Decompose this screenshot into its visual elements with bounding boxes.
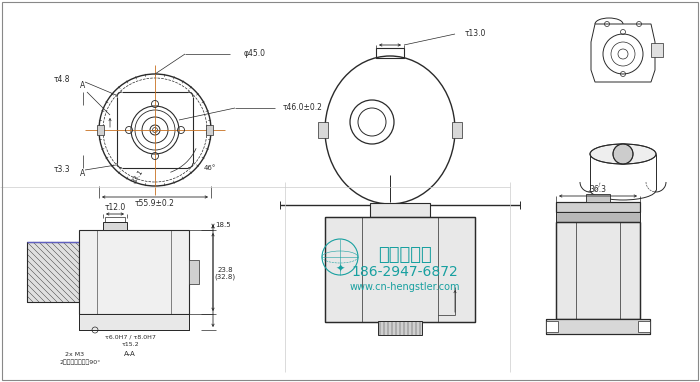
Text: τ15.2: τ15.2 xyxy=(121,342,139,346)
Text: A-A: A-A xyxy=(124,351,136,357)
Text: τ12.0: τ12.0 xyxy=(104,204,125,212)
Text: 西安德伍拓: 西安德伍拓 xyxy=(378,246,432,264)
Text: 2个安装展钉相差90°: 2个安装展钉相差90° xyxy=(60,359,102,365)
Bar xyxy=(556,202,640,212)
Bar xyxy=(586,194,610,202)
Bar xyxy=(556,202,640,212)
Bar xyxy=(370,203,430,217)
Bar xyxy=(79,314,189,330)
Bar xyxy=(325,217,475,322)
Text: 18.5: 18.5 xyxy=(215,222,231,228)
Text: 186-2947-6872: 186-2947-6872 xyxy=(351,265,458,279)
Bar xyxy=(556,212,640,222)
Bar xyxy=(378,321,422,335)
Bar xyxy=(325,217,475,322)
Text: τ46.0±0.2: τ46.0±0.2 xyxy=(283,104,323,113)
Bar xyxy=(546,319,650,334)
Text: τ13.0: τ13.0 xyxy=(464,29,486,37)
Text: www.cn-hengstler.com: www.cn-hengstler.com xyxy=(350,282,461,292)
Bar xyxy=(556,222,640,319)
Bar xyxy=(105,217,125,222)
Bar xyxy=(206,125,213,135)
Text: (32.8): (32.8) xyxy=(214,274,236,280)
Bar xyxy=(79,314,189,330)
Circle shape xyxy=(613,144,633,164)
Bar xyxy=(79,230,189,314)
Bar xyxy=(556,222,640,319)
Text: 36.3: 36.3 xyxy=(589,186,606,194)
Bar xyxy=(27,242,79,302)
Text: 2x M3: 2x M3 xyxy=(65,351,84,356)
Ellipse shape xyxy=(590,144,656,164)
Text: τ3.3: τ3.3 xyxy=(53,165,70,175)
Bar xyxy=(318,122,328,138)
Bar xyxy=(189,260,199,284)
Bar xyxy=(651,43,663,57)
Text: φ45.0: φ45.0 xyxy=(244,50,266,58)
Bar xyxy=(556,212,640,222)
Text: ✦: ✦ xyxy=(335,264,344,274)
Text: τ55.9±0.2: τ55.9±0.2 xyxy=(135,199,175,209)
Bar xyxy=(27,242,79,302)
Bar xyxy=(452,122,462,138)
Text: 46°: 46° xyxy=(204,165,216,171)
Bar xyxy=(546,319,650,334)
Bar xyxy=(97,125,104,135)
Text: A: A xyxy=(80,170,85,178)
Text: A: A xyxy=(80,81,85,91)
Bar xyxy=(546,321,558,332)
Text: τ4.8: τ4.8 xyxy=(53,76,70,84)
Bar xyxy=(638,321,650,332)
Text: 23.8: 23.8 xyxy=(217,267,233,273)
Text: 33.1: 33.1 xyxy=(130,168,144,184)
Text: τ6.0H7 / τ8.0H7: τ6.0H7 / τ8.0H7 xyxy=(104,335,155,340)
Bar xyxy=(103,222,127,230)
Bar xyxy=(376,48,404,58)
